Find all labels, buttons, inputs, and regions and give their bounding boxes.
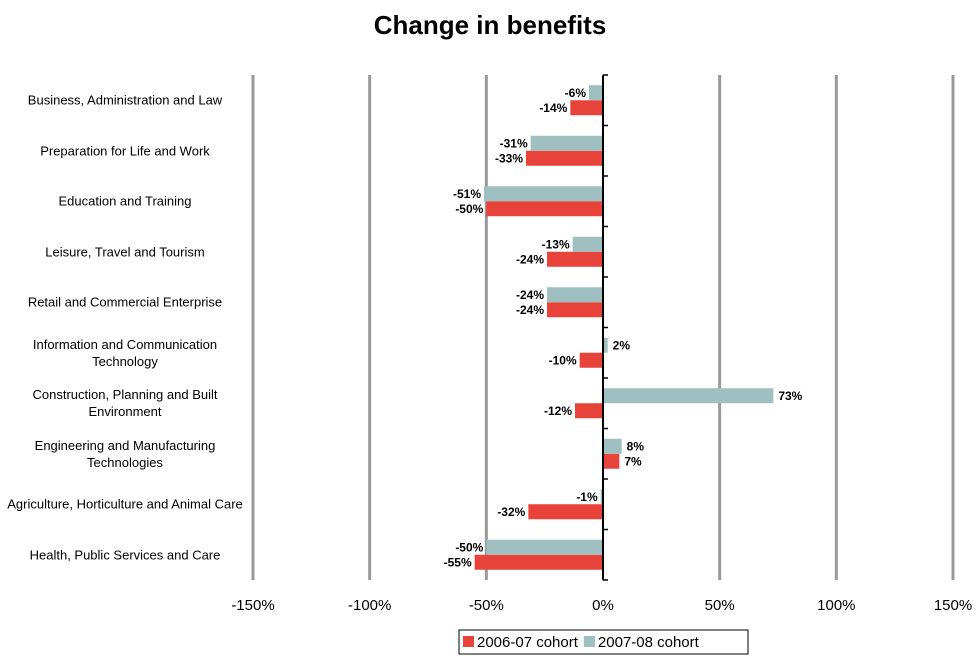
value-label: -12% (544, 404, 572, 418)
category-label: Health, Public Services and Care (29, 547, 221, 563)
bar (603, 388, 774, 404)
bar (589, 85, 603, 101)
x-tick-label: 150% (934, 597, 972, 614)
bar (600, 489, 603, 505)
bar (484, 186, 603, 202)
bar (486, 201, 603, 217)
legend-swatch (583, 636, 595, 647)
value-label: -14% (539, 101, 567, 115)
category-label: Agriculture, Horticulture and Animal Car… (7, 496, 243, 512)
bar (603, 337, 608, 353)
bar (603, 453, 620, 469)
bar (547, 287, 603, 303)
value-label: -6% (565, 86, 587, 100)
bar (474, 554, 603, 570)
x-tick-label: -100% (348, 597, 391, 614)
value-label: -24% (516, 303, 544, 317)
bar (570, 100, 603, 116)
value-label: -1% (576, 490, 598, 504)
legend-label: 2007-08 cohort (598, 634, 700, 651)
value-label: -31% (500, 136, 528, 150)
category-label: Business, Administration and Law (27, 92, 223, 108)
value-label: -24% (516, 288, 544, 302)
bar (575, 403, 603, 419)
value-label: -10% (549, 353, 577, 367)
bar (579, 352, 603, 368)
x-tick-label: -50% (469, 597, 504, 614)
bar (547, 251, 603, 267)
category-label: Leisure, Travel and Tourism (45, 244, 205, 260)
bar (547, 302, 603, 318)
chart-title: Change in benefits (374, 10, 607, 40)
legend-box (458, 629, 749, 655)
bar (572, 236, 603, 252)
category-label: Information and Communication Technology (32, 336, 218, 369)
category-label: Education and Training (58, 193, 192, 209)
value-label: -32% (497, 505, 525, 519)
value-label: -24% (516, 252, 544, 266)
value-label: -50% (455, 540, 483, 554)
category-label: Engineering and Manufacturing Technologi… (34, 437, 216, 470)
value-label: 7% (624, 454, 642, 468)
x-tick-label: 0% (592, 597, 614, 614)
category-label: Preparation for Life and Work (40, 143, 210, 159)
category-label: Retail and Commercial Enterprise (27, 294, 223, 310)
value-label: -13% (542, 237, 570, 251)
value-label: 2% (613, 338, 631, 352)
legend-swatch (463, 636, 474, 647)
category-label: Construction, Planning and Built Environ… (32, 387, 218, 420)
value-label: 73% (778, 389, 802, 403)
bar (486, 539, 603, 555)
value-label: -55% (444, 555, 472, 569)
x-tick-label: 100% (817, 597, 855, 614)
bar (530, 135, 603, 151)
x-tick-label: 50% (705, 597, 735, 614)
value-label: -50% (455, 202, 483, 216)
bar (526, 150, 603, 166)
bar (603, 438, 622, 454)
legend-label: 2006-07 cohort (477, 634, 579, 651)
bar (528, 504, 603, 520)
x-tick-label: -150% (231, 597, 274, 614)
value-label: 8% (627, 439, 645, 453)
value-label: -33% (495, 151, 523, 165)
value-label: -51% (453, 187, 481, 201)
